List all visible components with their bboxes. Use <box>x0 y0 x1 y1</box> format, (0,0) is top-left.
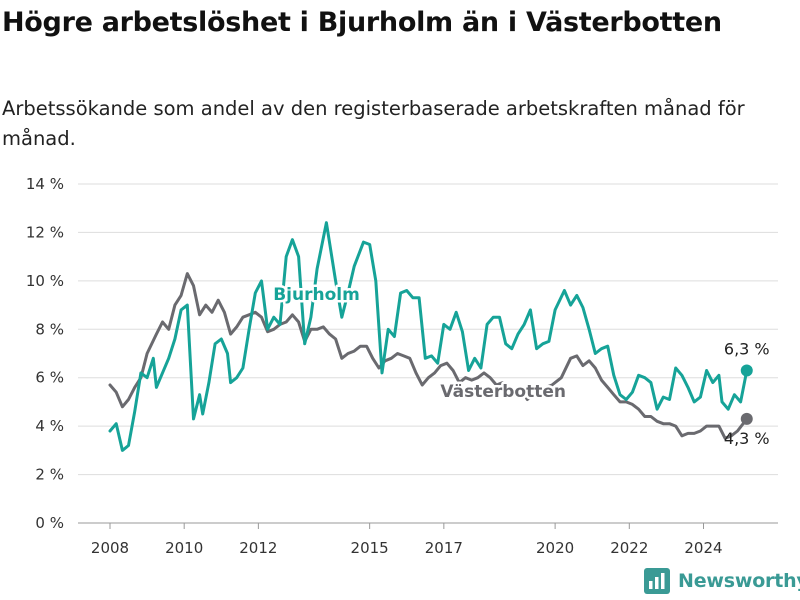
end-point-vasterbotten <box>740 412 753 425</box>
x-tick-label: 2017 <box>425 539 463 557</box>
x-axis-ticks: 2008 2010 2012 2015 2017 2020 2022 2024 <box>91 523 723 557</box>
y-tick-label: 10 % <box>26 272 64 290</box>
y-tick-label: 6 % <box>35 369 64 387</box>
x-tick-label: 2015 <box>351 539 389 557</box>
x-tick-label: 2020 <box>536 539 574 557</box>
y-tick-label: 12 % <box>26 223 64 241</box>
chart-title: Högre arbetslöshet i Bjurholm än i Väste… <box>2 7 722 38</box>
x-tick-label: 2022 <box>610 539 648 557</box>
x-tick-label: 2008 <box>91 539 129 557</box>
chart-subtitle: Arbetssökande som andel av den registerb… <box>2 97 745 150</box>
y-tick-label: 8 % <box>35 320 64 338</box>
series-label-vasterbotten: Västerbotten <box>440 382 566 402</box>
y-tick-label: 4 % <box>35 417 64 435</box>
newsworthy-logo[interactable]: Newsworthy <box>644 568 800 594</box>
x-tick-label: 2024 <box>684 539 722 557</box>
y-tick-label: 0 % <box>35 514 64 532</box>
y-tick-label: 14 % <box>26 175 64 193</box>
series-labels: Bjurholm Västerbotten 6,3 % 4,3 % <box>271 283 770 448</box>
series-line-vasterbotten <box>108 272 749 440</box>
x-tick-label: 2012 <box>239 539 277 557</box>
end-label-vasterbotten: 4,3 % <box>724 429 770 448</box>
end-point-bjurholm <box>740 364 753 377</box>
series-line-bjurholm <box>108 221 749 452</box>
gridlines <box>78 183 778 524</box>
series-label-bjurholm: Bjurholm <box>273 285 360 305</box>
brand-name: Newsworthy <box>678 570 800 592</box>
y-axis-ticks: 0 % 2 % 4 % 6 % 8 % 10 % 12 % 14 % <box>26 175 64 532</box>
series-lines <box>108 221 753 452</box>
bar-chart-icon <box>644 568 670 594</box>
end-label-bjurholm: 6,3 % <box>724 339 770 358</box>
x-tick-label: 2010 <box>165 539 203 557</box>
y-tick-label: 2 % <box>35 466 64 484</box>
